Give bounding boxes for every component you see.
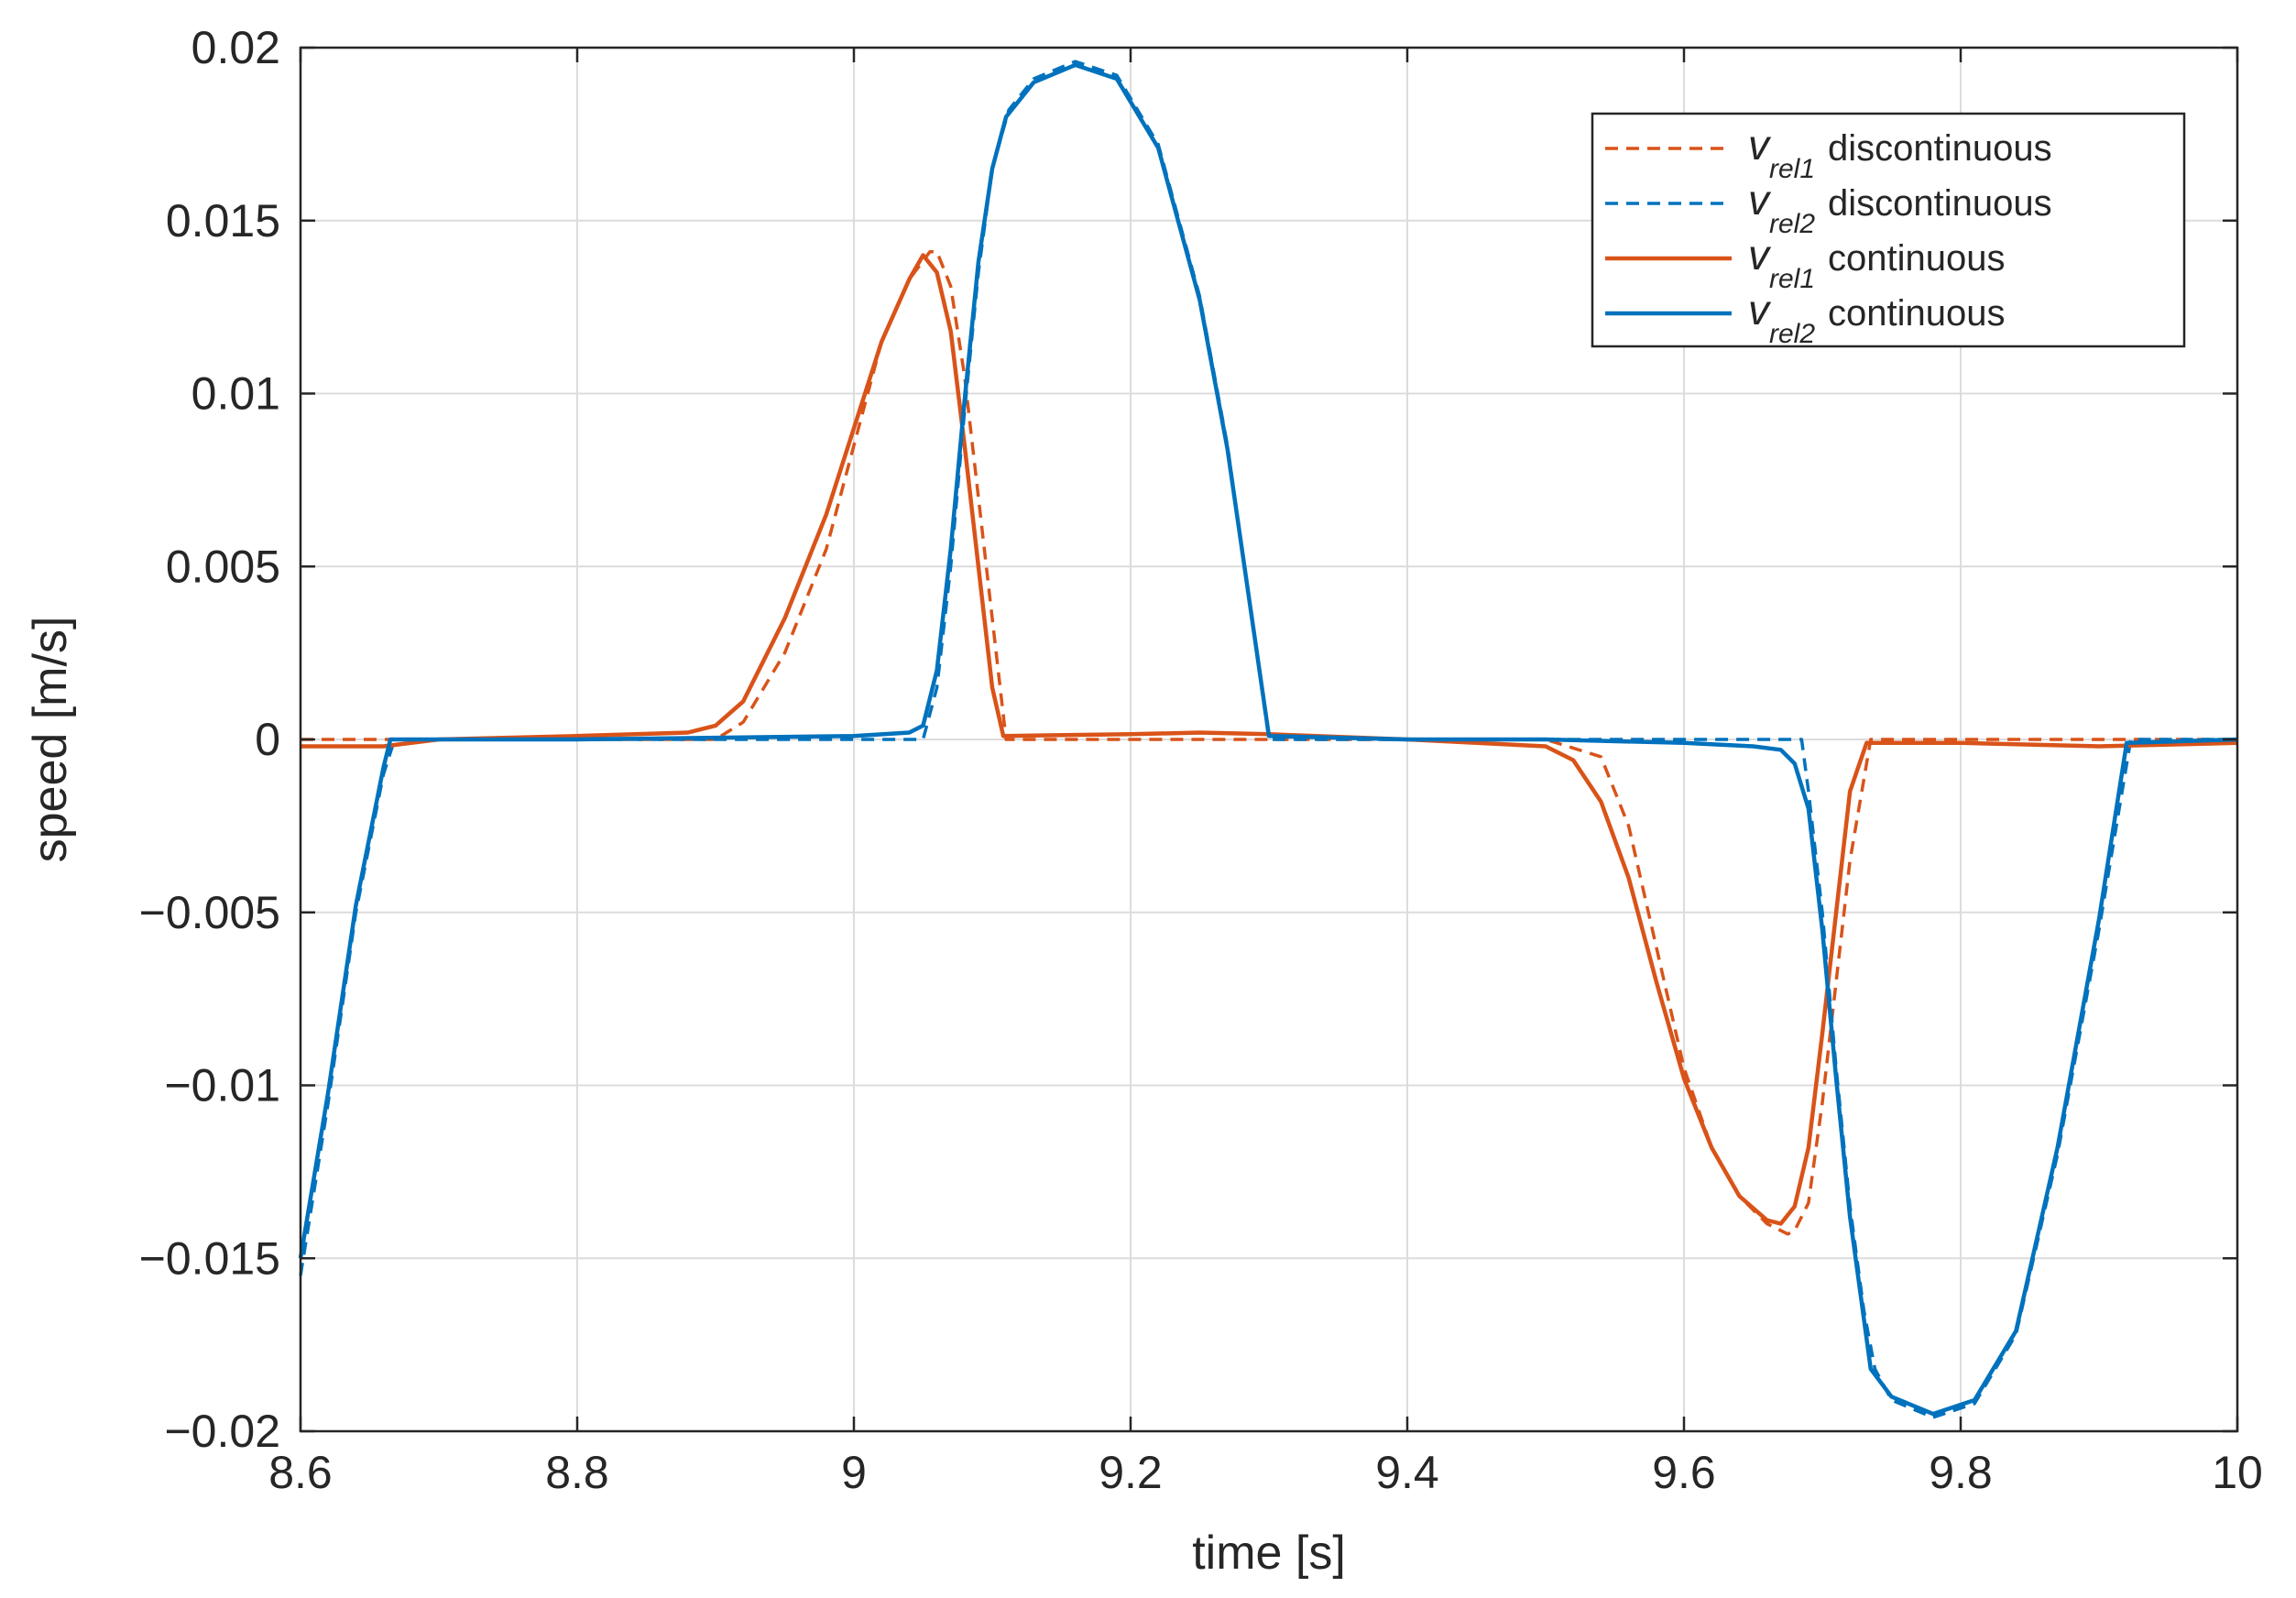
x-tick-label: 9.8 — [1929, 1447, 1993, 1498]
legend-symbol: v — [1748, 231, 1772, 279]
x-tick-label: 9 — [841, 1447, 867, 1498]
y-tick-label: 0.005 — [166, 541, 280, 592]
y-tick-label: −0.015 — [139, 1232, 280, 1284]
x-tick-label: 8.6 — [268, 1447, 333, 1498]
y-axis-label: speed [m/s] — [24, 617, 77, 863]
legend-symbol: v — [1748, 286, 1772, 334]
y-tick-label: −0.02 — [164, 1406, 280, 1457]
y-tick-label: 0.015 — [166, 195, 280, 246]
y-tick-label: 0.01 — [191, 368, 280, 420]
axis-ticks — [299, 46, 2239, 1433]
y-tick-label: −0.005 — [139, 887, 280, 938]
series-line-rel1-continuous — [301, 253, 2238, 1226]
x-tick-label: 9.6 — [1652, 1447, 1716, 1498]
y-tick-label: 0.02 — [191, 22, 280, 73]
legend: vrel1discontinuousvrel2discontinuousvrel… — [1591, 112, 2186, 349]
legend-symbol: v — [1748, 121, 1772, 169]
legend-subscript: rel1 — [1769, 154, 1815, 184]
x-tick-label: 8.8 — [545, 1447, 609, 1498]
series-line-rel2-discontinuous — [299, 60, 2237, 1419]
x-tick-label: 9.2 — [1099, 1447, 1163, 1498]
legend-label: continuous — [1828, 238, 2005, 279]
legend-label: discontinuous — [1828, 128, 2052, 169]
x-tick-labels: 8.6 8.8 9 9.2 9.4 9.6 9.8 10 — [268, 1447, 2263, 1498]
x-axis-label: time [s] — [1192, 1527, 1346, 1580]
legend-subscript: rel2 — [1769, 209, 1815, 239]
series-line-rel1-discontinuous — [301, 249, 2237, 1236]
x-tick-label: 10 — [2212, 1447, 2263, 1498]
legend-subscript: rel2 — [1769, 319, 1815, 349]
legend-label: discontinuous — [1828, 183, 2052, 224]
legend-symbol: v — [1748, 176, 1772, 224]
y-tick-label: −0.01 — [164, 1060, 280, 1111]
legend-subscript: rel1 — [1769, 264, 1815, 294]
x-tick-label: 9.4 — [1375, 1447, 1439, 1498]
series-line-rel2-continuous — [298, 62, 2238, 1417]
y-tick-labels: −0.02 −0.015 −0.01 −0.005 0 0.005 0.01 0.015 0.0… — [139, 22, 280, 1457]
series-lines — [298, 60, 2238, 1419]
y-tick-label: 0 — [255, 714, 280, 765]
legend-label: continuous — [1828, 293, 2005, 334]
legend-box — [1591, 112, 2186, 348]
